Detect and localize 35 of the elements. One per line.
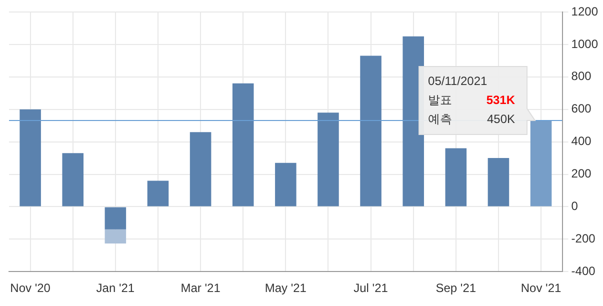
bar — [445, 148, 467, 206]
y-tick-label: 200 — [571, 166, 592, 181]
x-tick-label: Nov '21 — [520, 281, 562, 296]
bar — [104, 207, 126, 230]
y-tick-label: 1000 — [571, 36, 598, 51]
x-tick-label: Mar '21 — [180, 281, 221, 296]
y-tick-label: 0 — [571, 199, 578, 214]
bar — [20, 109, 41, 206]
bar — [104, 229, 126, 244]
bar — [488, 158, 510, 206]
bar — [275, 162, 296, 206]
bar — [147, 180, 169, 206]
bar — [318, 112, 339, 206]
y-tick-label: -200 — [571, 231, 596, 246]
y-tick-label: 800 — [571, 69, 592, 84]
bar — [62, 153, 84, 206]
x-tick-label: Sep '21 — [436, 281, 476, 296]
annotation: 450K — [486, 112, 516, 126]
bar — [530, 120, 552, 206]
y-tick-label: 600 — [571, 102, 592, 116]
bar — [402, 36, 424, 206]
x-tick-label: Jan '21 — [96, 281, 135, 296]
annotation: 531K — [486, 92, 516, 107]
x-tick-label: Jul '21 — [354, 281, 388, 296]
y-tick-label: -400 — [571, 264, 596, 278]
bar — [360, 56, 382, 206]
y-tick-label: 400 — [571, 134, 592, 148]
annotation: 예측 — [428, 112, 452, 126]
annotation: 발표 — [428, 92, 452, 107]
bar — [232, 83, 254, 206]
x-tick-label: May '21 — [264, 281, 307, 296]
y-tick-label: 1200 — [571, 4, 598, 18]
x-tick-label: Nov '20 — [10, 281, 51, 296]
bar — [190, 132, 212, 206]
annotation: 05/11/2021 — [428, 74, 488, 88]
